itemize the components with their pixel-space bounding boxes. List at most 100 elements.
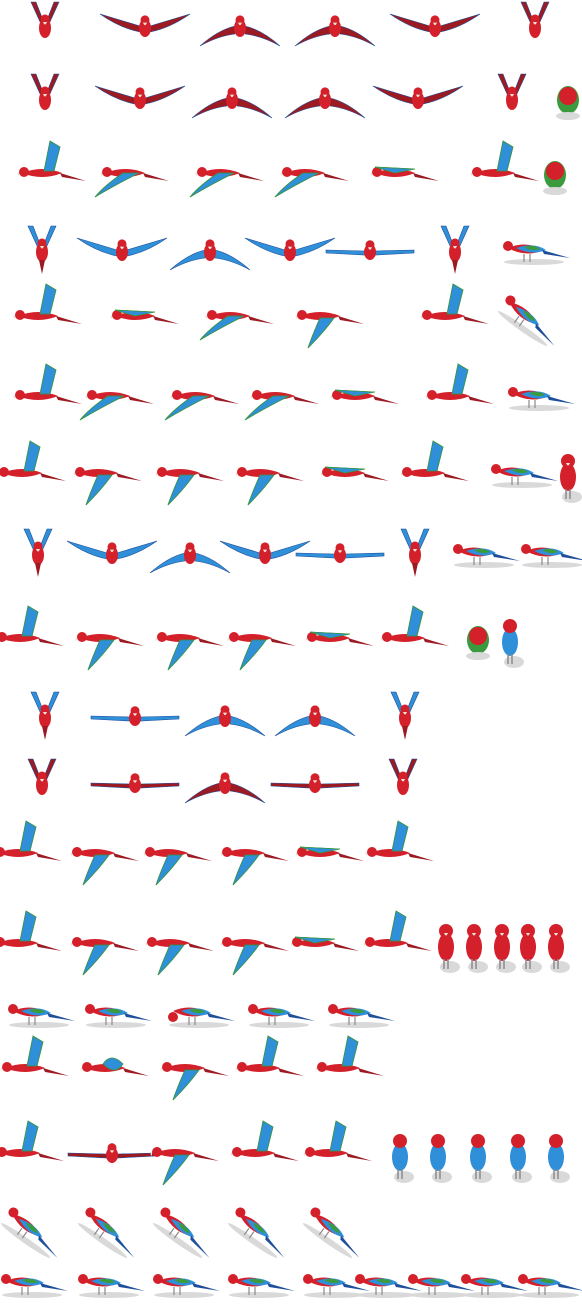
sprite-flap-back-c-frame-1	[30, 691, 60, 740]
sprite-flap-side-f-frame-2	[70, 847, 139, 886]
sprite-flap-side-d-frame-4	[235, 467, 304, 506]
sprite-flap-back-c-frame-2	[90, 706, 180, 726]
sprite-flap-side-d-frame-6	[400, 440, 469, 481]
sprite-flap-side-e-frame-1	[0, 605, 64, 646]
sprite-flap-front-b-frame-4	[284, 87, 366, 119]
sprite-land-side-frame-7	[430, 1134, 452, 1183]
sprite-hop-side-frame-1	[1, 1274, 68, 1298]
sprite-flap-back-c-frame-5	[390, 691, 420, 740]
sprite-flap-side-e-frame-7	[466, 626, 490, 660]
sprite-flap-side-e-frame-8	[502, 619, 524, 668]
sprite-flap-front-b-frame-1	[30, 73, 60, 110]
sprite-flap-side-g-frame-4	[220, 937, 289, 976]
sprite-land-side-frame-4	[230, 1120, 299, 1161]
sprite-flap-side-c-frame-2	[79, 390, 154, 421]
sprite-flap-side-e-frame-5	[305, 631, 374, 646]
sprite-flap-front-c-frame-3	[184, 772, 266, 804]
sprite-flap-back-b-frame-2	[66, 540, 158, 564]
sprite-hop-side-frame-2	[78, 1274, 145, 1298]
sprite-flap-side-c-frame-4	[244, 390, 319, 421]
sprite-flap-side-g-frame-6	[363, 910, 432, 951]
sprite-flap-front-b-frame-3	[191, 87, 273, 119]
sprite-land-side-frame-10	[548, 1134, 570, 1183]
sprite-flap-side-g-frame-11	[548, 924, 570, 973]
sprite-flap-front-c-frame-2	[90, 773, 180, 793]
sprite-flap-back-a-frame-1	[27, 225, 57, 274]
sprite-flap-side-a-frame-4	[274, 167, 349, 198]
sprite-perch-side-frame-5	[302, 1207, 360, 1258]
sprite-perch-side-frame-4	[227, 1207, 285, 1258]
sprite-flap-side-d-frame-7	[491, 464, 558, 488]
sprite-hop-side-frame-7	[408, 1274, 475, 1298]
sprite-flap-side-d-frame-5	[320, 466, 389, 481]
sprite-flap-back-a-frame-3	[169, 239, 251, 271]
sprite-flap-side-b-frame-2	[110, 309, 179, 324]
sprite-flap-side-a-frame-6	[470, 140, 539, 181]
sprite-hop-side-frame-6	[355, 1274, 422, 1298]
sprite-flap-side-b-frame-4	[295, 310, 364, 349]
sprite-perch-side-frame-2	[77, 1207, 135, 1258]
sprite-hop-side-frame-8	[461, 1274, 528, 1298]
sprite-takeoff-side-frame-2	[80, 1057, 149, 1076]
sprite-flap-back-a-frame-5	[325, 240, 415, 260]
sprite-flap-back-a-frame-6	[440, 225, 470, 274]
sprite-flap-side-c-frame-1	[13, 363, 82, 404]
sprite-flap-side-f-frame-5	[295, 846, 364, 861]
sprite-flap-back-c-frame-3	[184, 705, 266, 737]
sprite-takeoff-side-frame-3	[160, 1062, 229, 1101]
sprite-flap-side-e-frame-2	[75, 632, 144, 671]
sprite-flap-side-d-frame-1	[0, 440, 66, 481]
sprite-takeoff-side-frame-5	[315, 1035, 384, 1076]
sprite-land-side-frame-1	[0, 1120, 64, 1161]
sprite-flap-side-a-frame-1	[17, 140, 86, 181]
sprite-walk-side-frame-1	[8, 1004, 75, 1028]
sprite-flap-back-b-frame-3	[149, 542, 231, 574]
sprite-flap-front-a-frame-4	[294, 15, 376, 47]
sprite-flap-side-g-frame-2	[70, 937, 139, 976]
sprite-flap-side-e-frame-3	[155, 632, 224, 671]
sprite-flap-side-c-frame-5	[330, 389, 399, 404]
sprite-flap-back-a-frame-7	[503, 241, 570, 265]
sprite-land-side-frame-2	[67, 1143, 157, 1163]
sprite-flap-front-b-frame-2	[94, 85, 186, 109]
sprite-flap-front-c-frame-4	[270, 773, 360, 793]
sprite-flap-back-b-frame-6	[400, 528, 430, 577]
sprite-flap-back-c-frame-4	[274, 705, 356, 737]
sprite-flap-side-b-frame-1	[13, 283, 82, 324]
sprite-flap-front-b-frame-5	[372, 85, 464, 109]
sprite-flap-front-a-frame-1	[30, 1, 60, 38]
sprite-flap-back-b-frame-1	[23, 528, 53, 577]
sprite-flap-front-a-frame-5	[389, 13, 481, 37]
sprite-flap-back-a-frame-2	[76, 237, 168, 261]
sprite-flap-side-d-frame-2	[73, 467, 142, 506]
sprite-flap-back-b-frame-7	[453, 544, 520, 568]
sprite-flap-back-b-frame-4	[219, 540, 311, 564]
sprite-flap-side-g-frame-5	[290, 936, 359, 951]
sprite-flap-front-a-frame-2	[99, 13, 191, 37]
sprite-perch-side-frame-3	[152, 1207, 210, 1258]
sprite-flap-side-a-frame-3	[189, 167, 264, 198]
sprite-flap-side-g-frame-9	[494, 924, 516, 973]
sprite-flap-side-d-frame-8	[560, 454, 582, 503]
sprite-hop-side-frame-3	[153, 1274, 220, 1298]
sprite-perch-side-frame-1	[0, 1207, 58, 1258]
sprite-land-side-frame-5	[303, 1120, 372, 1161]
sprite-hop-side-frame-4	[228, 1274, 295, 1298]
sprite-flap-side-d-frame-3	[155, 467, 224, 506]
sprite-land-side-frame-6	[392, 1134, 414, 1183]
sprite-flap-side-f-frame-1	[0, 820, 62, 861]
sprite-takeoff-side-frame-4	[235, 1035, 304, 1076]
sprite-flap-side-g-frame-1	[0, 910, 62, 951]
sprite-flap-side-g-frame-10	[520, 924, 542, 973]
sprite-flap-back-a-frame-4	[244, 237, 336, 261]
sprite-flap-side-g-frame-7	[438, 924, 460, 973]
sprite-walk-side-frame-4	[248, 1004, 315, 1028]
sprite-flap-side-c-frame-3	[164, 390, 239, 421]
sprite-flap-side-e-frame-6	[380, 605, 449, 646]
sprite-flap-front-a-frame-6	[520, 1, 550, 38]
sprite-walk-side-frame-3	[168, 1007, 235, 1028]
sprite-land-side-frame-9	[510, 1134, 532, 1183]
sprite-flap-front-c-frame-1	[27, 758, 57, 795]
sprite-flap-side-f-frame-6	[365, 820, 434, 861]
